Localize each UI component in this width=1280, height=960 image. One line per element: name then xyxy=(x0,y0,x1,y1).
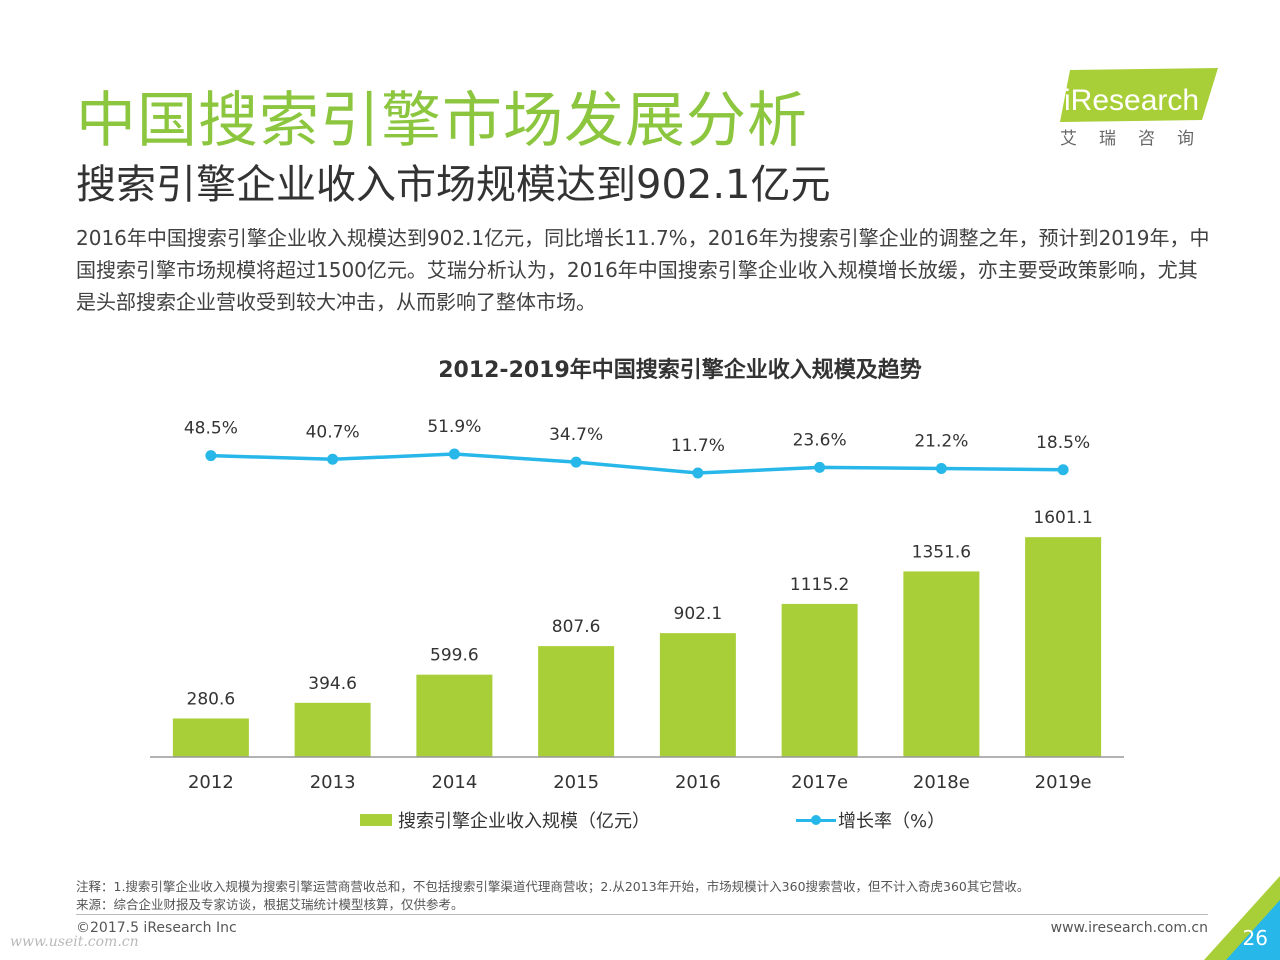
growth-value-label: 48.5% xyxy=(184,419,238,439)
legend-growth-label: 增长率（%） xyxy=(838,811,946,832)
corner-decoration xyxy=(1204,876,1280,960)
footer-divider xyxy=(76,914,1208,915)
growth-point-2015 xyxy=(570,456,582,468)
growth-value-label: 23.6% xyxy=(793,430,847,450)
growth-point-2014 xyxy=(448,448,460,460)
bar-value-label: 902.1 xyxy=(674,604,723,624)
growth-value-label: 51.9% xyxy=(427,417,481,437)
growth-point-2016 xyxy=(692,467,704,479)
bar-2012 xyxy=(172,718,249,757)
x-tick-label: 2017e xyxy=(791,772,848,793)
growth-value-label: 40.7% xyxy=(306,422,360,442)
growth-point-2018e xyxy=(935,463,947,475)
page-number: 26 xyxy=(1242,926,1268,950)
chart-note: 注释：1.搜索引擎企业收入规模为搜索引擎运营商营收总和，不包括搜索引擎渠道代理商… xyxy=(76,879,1030,894)
legend-bar-swatch xyxy=(360,814,392,826)
bar-2018e xyxy=(903,571,980,757)
bar-2017e xyxy=(781,603,858,757)
x-tick-label: 2012 xyxy=(188,772,234,793)
bar-value-label: 807.6 xyxy=(552,617,601,637)
x-tick-label: 2019e xyxy=(1035,772,1092,793)
bar-2016 xyxy=(659,633,736,757)
bar-2015 xyxy=(538,646,615,757)
legend-revenue-label: 搜索引擎企业收入规模（亿元） xyxy=(398,811,650,832)
growth-value-label: 34.7% xyxy=(549,425,603,445)
legend-revenue: 搜索引擎企业收入规模（亿元） xyxy=(360,806,650,834)
bar-value-label: 599.6 xyxy=(430,646,479,666)
bar-value-label: 1351.6 xyxy=(912,542,971,562)
x-tick-label: 2016 xyxy=(675,772,721,793)
bar-value-label: 394.6 xyxy=(308,674,357,694)
bar-value-label: 1601.1 xyxy=(1033,508,1092,528)
growth-value-label: 11.7% xyxy=(671,436,725,456)
bar-value-label: 1115.2 xyxy=(790,575,849,595)
bar-2019e xyxy=(1025,537,1102,757)
bar-2013 xyxy=(294,702,371,757)
growth-rate-line xyxy=(210,452,1064,475)
growth-point-2013 xyxy=(327,453,339,465)
growth-point-2019e xyxy=(1057,464,1069,476)
growth-point-2017e xyxy=(814,461,826,473)
growth-value-label: 21.2% xyxy=(914,432,968,452)
summary-paragraph: 2016年中国搜索引擎企业收入规模达到902.1亿元，同比增长11.7%，201… xyxy=(76,226,1210,314)
website-url: www.iresearch.com.cn xyxy=(1050,920,1208,936)
logo-chinese-name: 艾瑞咨询 xyxy=(1060,129,1216,149)
growth-value-label: 18.5% xyxy=(1036,433,1090,453)
bar-2014 xyxy=(416,674,493,757)
legend-growth: 增长率（%） xyxy=(796,806,945,834)
chart-area: 280.6 2012 394.6 2013 599.6 2014 807.6 2015 902.… xyxy=(150,417,1124,793)
chart-source: 来源：综合企业财报及专家访谈，根据艾瑞统计模型核算，仅供参考。 xyxy=(76,897,464,912)
x-tick-label: 2014 xyxy=(431,772,477,793)
copyright: ©2017.5 iResearch Inc xyxy=(76,920,237,936)
bar-value-label: 280.6 xyxy=(187,689,236,709)
page-title: 中国搜索引擎市场发展分析 xyxy=(76,86,808,156)
logo-text: iResearch xyxy=(1064,84,1199,117)
watermark: www.useit.com.cn xyxy=(10,934,139,950)
x-tick-label: 2013 xyxy=(310,772,356,793)
x-tick-label: 2015 xyxy=(553,772,599,793)
iresearch-logo: iResearch xyxy=(1060,68,1218,122)
legend-line-marker xyxy=(796,814,836,826)
page-subtitle: 搜索引擎企业收入市场规模达到902.1亿元 xyxy=(76,162,831,208)
growth-point-2012 xyxy=(205,450,217,462)
chart-title: 2012-2019年中国搜索引擎企业收入规模及趋势 xyxy=(438,358,922,383)
x-tick-label: 2018e xyxy=(913,772,970,793)
